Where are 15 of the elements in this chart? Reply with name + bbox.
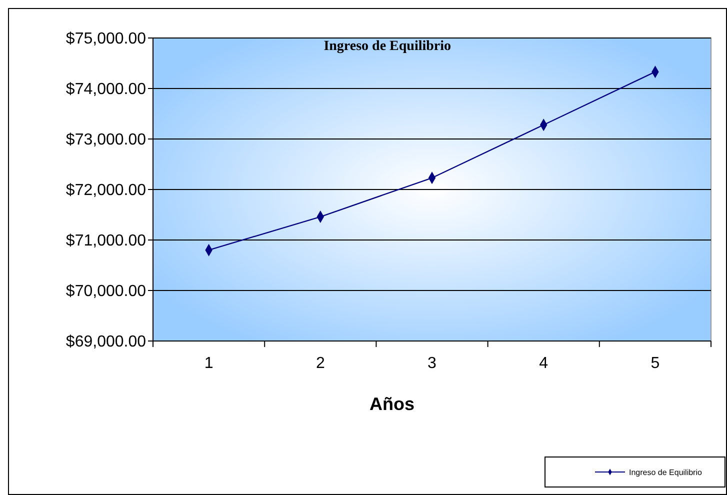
y-tick-label: $72,000.00 bbox=[66, 182, 146, 200]
x-tick-label: 1 bbox=[204, 355, 214, 372]
x-axis-title: Años bbox=[370, 394, 414, 414]
x-tick-label: 2 bbox=[316, 355, 325, 372]
y-tick-label: $70,000.00 bbox=[66, 283, 146, 300]
y-tick-label: $75,000.00 bbox=[66, 30, 146, 48]
x-tick-label: 5 bbox=[650, 355, 660, 372]
y-tick-label: $71,000.00 bbox=[66, 232, 146, 250]
x-tick-label: 4 bbox=[539, 355, 548, 372]
y-tick-label: $74,000.00 bbox=[66, 81, 146, 98]
y-tick-label: $69,000.00 bbox=[66, 334, 146, 351]
y-tick-label: $73,000.00 bbox=[66, 132, 146, 149]
legend-label: Ingreso de Equilibrio bbox=[629, 468, 702, 477]
x-tick-label: 3 bbox=[428, 355, 437, 372]
chart-title: Ingreso de Equilibrio bbox=[324, 39, 452, 54]
